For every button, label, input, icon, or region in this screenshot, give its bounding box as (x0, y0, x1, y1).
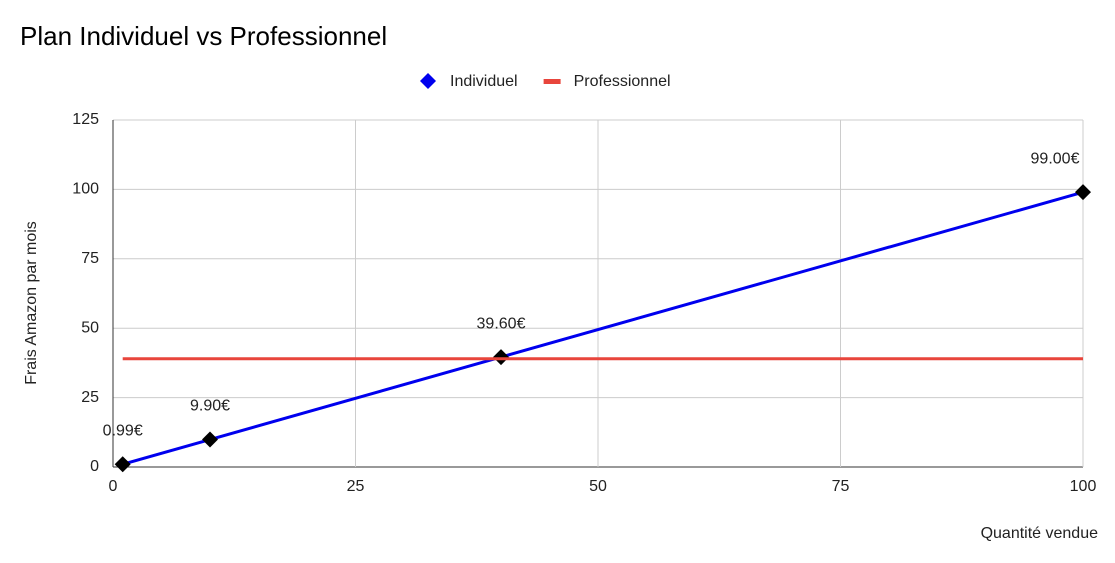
data-label: 0.99€ (103, 422, 143, 439)
data-point (1075, 184, 1091, 201)
legend-label: Individuel (450, 73, 518, 90)
x-tick-label: 25 (347, 478, 365, 495)
y-tick-label: 25 (81, 389, 99, 406)
legend-marker (420, 73, 436, 89)
x-tick-label: 50 (589, 478, 607, 495)
y-tick-label: 125 (72, 111, 99, 128)
data-point (114, 456, 131, 473)
y-tick-label: 0 (90, 458, 99, 475)
data-label: 39.60€ (477, 315, 526, 332)
data-label: 9.90€ (190, 398, 230, 415)
series-line (122, 190, 1084, 466)
x-tick-label: 75 (832, 478, 850, 495)
y-tick-label: 50 (81, 319, 99, 336)
x-tick-label: 100 (1070, 478, 1097, 495)
y-axis-label: Frais Amazon par mois (23, 221, 40, 385)
data-label: 99.00€ (1031, 150, 1080, 167)
legend-marker (543, 79, 561, 84)
x-tick-label: 0 (109, 478, 118, 495)
legend-label: Professionnel (574, 73, 671, 90)
y-tick-label: 100 (72, 181, 99, 198)
data-point (202, 431, 218, 448)
y-tick-label: 75 (81, 250, 99, 267)
data-point (493, 349, 509, 366)
x-axis-label: Quantité vendue (981, 525, 1099, 542)
chart-title: Plan Individuel vs Professionnel (20, 21, 387, 51)
